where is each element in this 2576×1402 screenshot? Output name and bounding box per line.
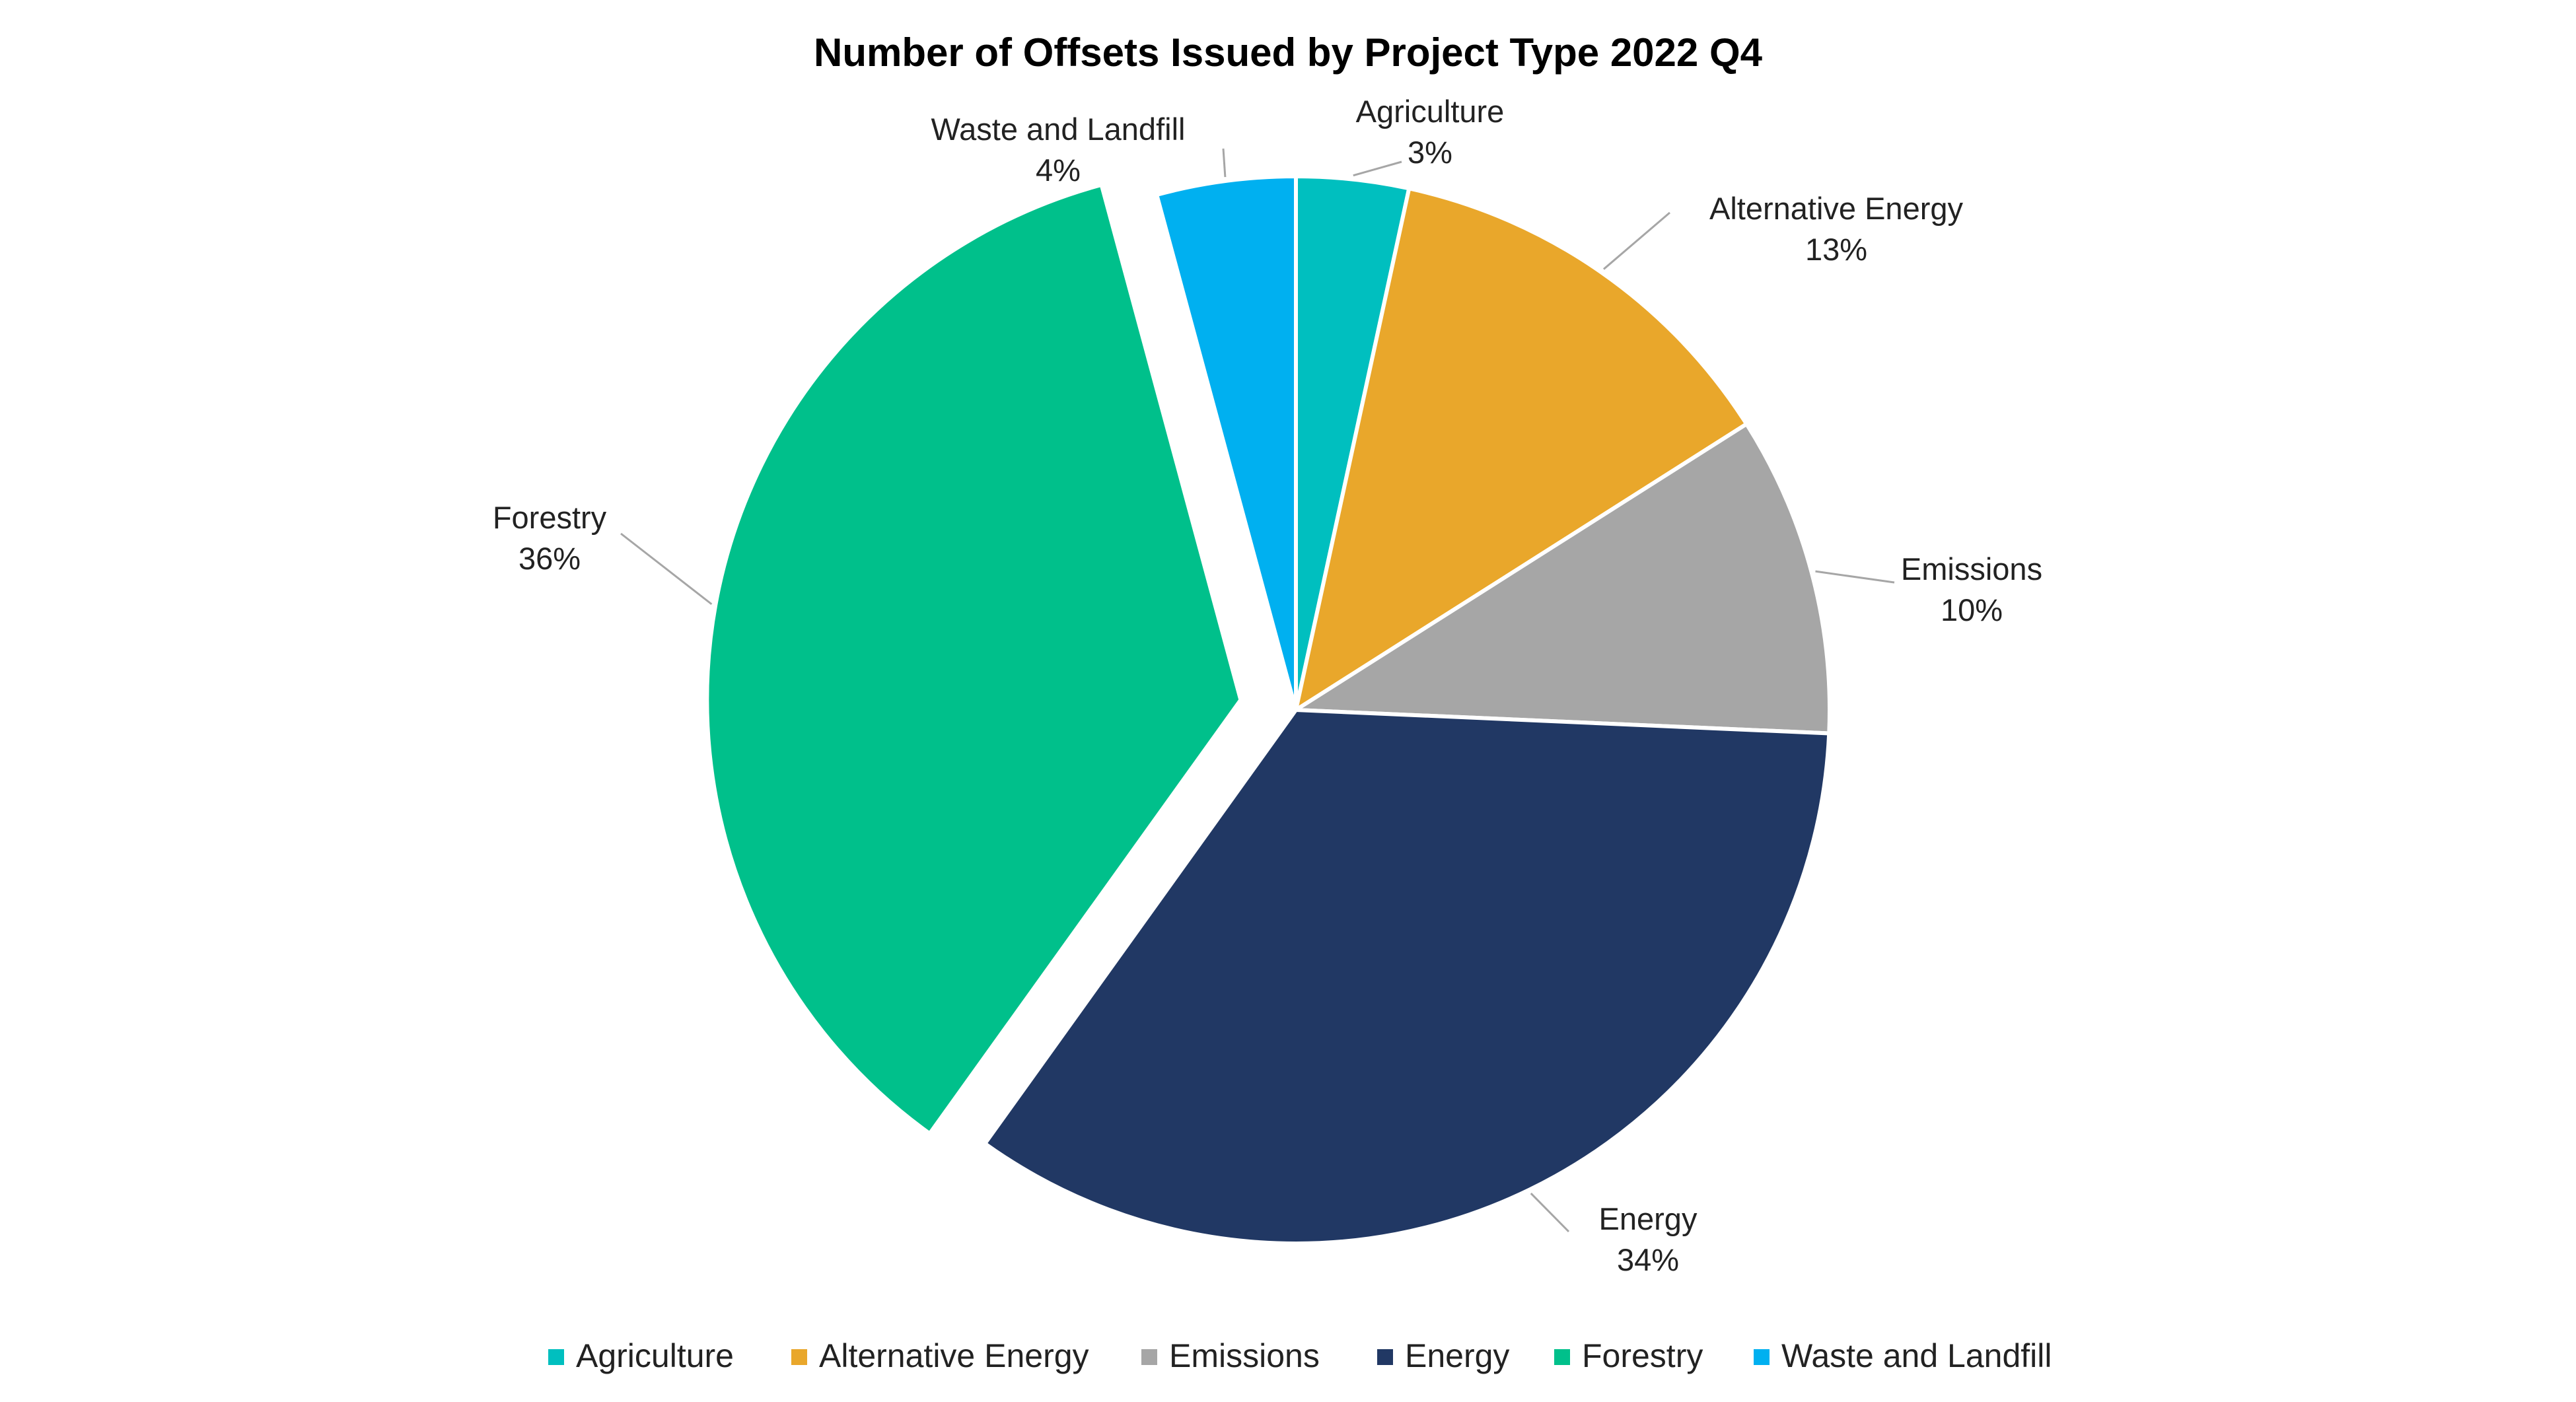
legend-item-energy: Energy xyxy=(1377,1337,1509,1374)
slices-layer xyxy=(705,174,1832,1245)
data-label-value-waste-and-landfill: 4% xyxy=(1036,153,1081,188)
data-label-name-emissions: Emissions xyxy=(1901,551,2042,586)
data-label-name-agriculture: Agriculture xyxy=(1356,94,1505,129)
leader-line-forestry xyxy=(620,532,713,606)
legend-item-forestry: Forestry xyxy=(1554,1337,1703,1374)
leader-line-emissions xyxy=(1815,570,1895,584)
data-label-value-energy: 34% xyxy=(1617,1242,1679,1277)
data-labels-layer: Agriculture 3% Alternative Energy 13% Emissi… xyxy=(493,94,2042,1277)
data-label-value-agriculture: 3% xyxy=(1408,135,1452,170)
legend: Agriculture Alternative Energy Emissions En… xyxy=(548,1337,2052,1374)
leader-line-waste-and-landfill xyxy=(1222,148,1227,178)
legend-swatch-agriculture xyxy=(548,1349,564,1365)
data-label-name-energy: Energy xyxy=(1599,1201,1698,1236)
pie-slice-energy xyxy=(982,707,1832,1245)
legend-item-waste-and-landfill: Waste and Landfill xyxy=(1754,1337,2052,1374)
legend-swatch-forestry xyxy=(1554,1349,1570,1365)
legend-item-alternative-energy: Alternative Energy xyxy=(791,1337,1089,1374)
data-label-value-forestry: 36% xyxy=(519,541,581,576)
legend-swatch-waste-and-landfill xyxy=(1754,1349,1770,1365)
leader-line-energy xyxy=(1530,1193,1570,1233)
pie-slice-waste-and-landfill xyxy=(1154,174,1298,711)
leader-lines-layer xyxy=(620,148,1895,1233)
legend-swatch-alternative-energy xyxy=(791,1349,807,1365)
legend-label-forestry: Forestry xyxy=(1582,1337,1703,1374)
data-label-name-forestry: Forestry xyxy=(493,500,607,535)
pie-slice-emissions xyxy=(1289,421,1832,736)
data-label-name-waste-and-landfill: Waste and Landfill xyxy=(931,112,1186,147)
pie-slice-alternative-energy xyxy=(1293,186,1750,715)
data-label-value-emissions: 10% xyxy=(1941,592,2003,627)
legend-label-agriculture: Agriculture xyxy=(576,1337,734,1374)
legend-label-waste-and-landfill: Waste and Landfill xyxy=(1781,1337,2052,1374)
pie-slice-forestry xyxy=(705,182,1243,1137)
chart-title: Number of Offsets Issued by Project Type… xyxy=(814,30,1763,75)
leader-line-agriculture xyxy=(1353,160,1402,177)
data-label-value-alternative-energy: 13% xyxy=(1805,232,1867,267)
legend-label-alternative-energy: Alternative Energy xyxy=(819,1337,1089,1374)
legend-swatch-emissions xyxy=(1141,1349,1157,1365)
legend-swatch-energy xyxy=(1377,1349,1393,1365)
legend-item-agriculture: Agriculture xyxy=(548,1337,734,1374)
legend-label-emissions: Emissions xyxy=(1169,1337,1320,1374)
leader-line-alternative-energy xyxy=(1602,211,1670,270)
legend-label-energy: Energy xyxy=(1405,1337,1509,1374)
legend-item-emissions: Emissions xyxy=(1141,1337,1320,1374)
data-label-name-alternative-energy: Alternative Energy xyxy=(1709,191,1964,226)
